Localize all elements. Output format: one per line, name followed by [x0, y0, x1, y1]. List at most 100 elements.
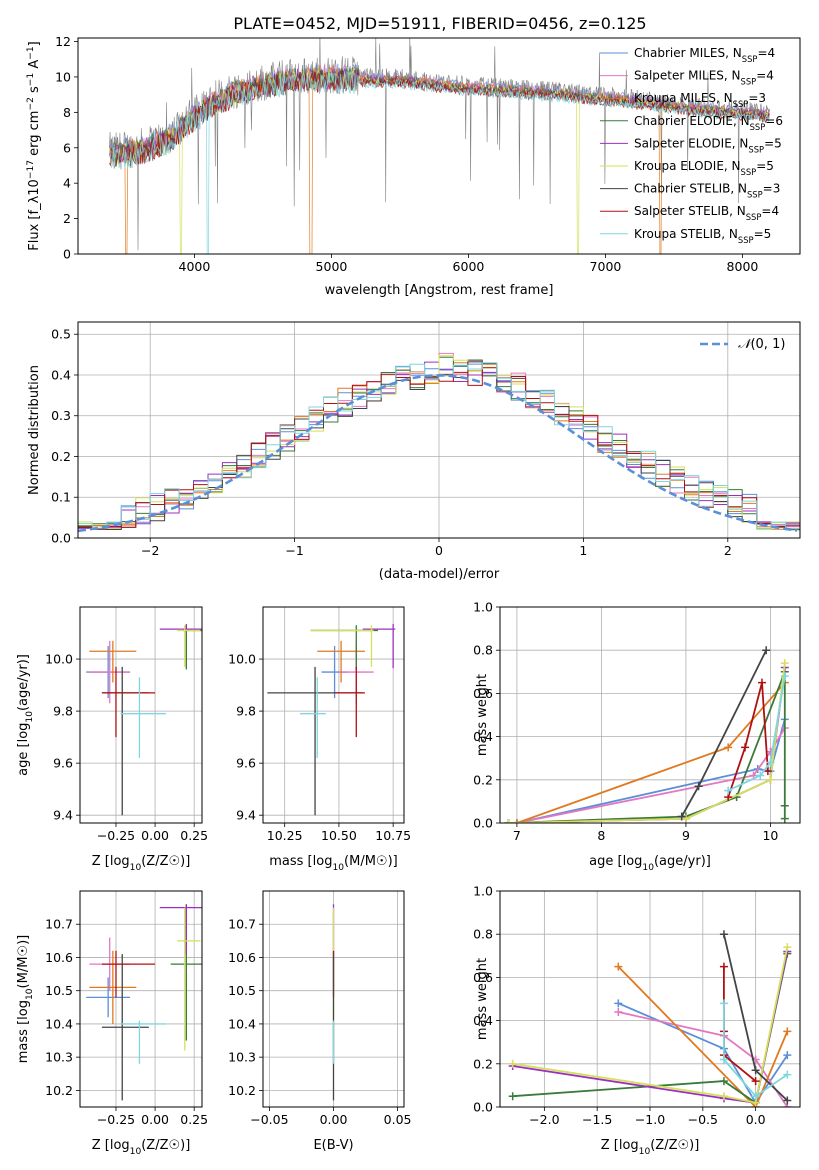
weight_vs_age-y-axis-label: mass weight — [475, 674, 490, 756]
x-tick-label: 6000 — [453, 259, 485, 274]
series-salpeter-miles-line — [516, 727, 786, 823]
y-tick-label: 10.4 — [45, 1016, 73, 1031]
marker-kroupa-stelib — [751, 1092, 760, 1101]
marker-chabrier-stelib — [783, 1096, 792, 1105]
y-tick-label: 0.5 — [51, 327, 71, 342]
y-tick-label: 10.6 — [228, 950, 256, 965]
y-tick-label: 10.7 — [228, 917, 256, 932]
y-tick-label: 0.2 — [473, 1056, 493, 1071]
x-tick-label: 7 — [513, 828, 521, 843]
y-tick-label: 1.0 — [473, 600, 493, 615]
x-tick-label: −0.25 — [97, 828, 135, 843]
marker-kroupa-elodie — [504, 819, 513, 823]
errorbar-salpeter-miles — [89, 640, 131, 704]
x-tick-label: −1.0 — [635, 1112, 665, 1127]
spectrum-legend: Chabrier MILES, NSSP=4 Salpeter MILES, NS… — [600, 46, 783, 245]
y-tick-label: 0.6 — [473, 970, 493, 985]
spectrum-frame — [77, 37, 801, 255]
y-tick-label: 0.2 — [51, 449, 71, 464]
legend-label-salpeter-elodie: Salpeter ELODIE, NSSP=5 — [634, 136, 782, 154]
spectrum-ticks: 4000 5000 6000 7000 8000 0 2 4 6 8 10 12 — [55, 34, 758, 274]
marker-kroupa-elodie — [681, 814, 690, 823]
model-chabrier-stelib-line — [109, 67, 770, 167]
y-tick-label: 1.0 — [473, 884, 493, 899]
y-tick-label: 9.6 — [53, 756, 73, 771]
marker-chabrier-elodie — [780, 814, 789, 823]
marker-kroupa-elodie — [780, 659, 789, 668]
hist-salpeter-stelib-line — [78, 367, 800, 530]
mass_vs_ebv-frame — [262, 890, 405, 1108]
marker-chabrier-elodie — [508, 1092, 517, 1101]
marker-kroupa-miles — [783, 1027, 792, 1036]
age_vs_Z-frame — [79, 606, 203, 824]
x-tick-label: 0.25 — [180, 1112, 208, 1127]
y-tick-label: 12 — [55, 34, 71, 49]
errorbar-chabrier-elodie — [310, 625, 378, 670]
y-tick-label: 9.8 — [53, 704, 73, 719]
residuals-legend: 𝒩(0, 1) — [700, 337, 785, 352]
normal-reference-line — [78, 374, 798, 533]
y-tick-label: 6 — [63, 140, 71, 155]
chart-residuals: −2 −1 0 1 2 0.0 0.1 0.2 0.3 0.4 0.5 (data-model)/er… — [27, 321, 801, 582]
figure-title: PLATE=0452, MJD=51911, FIBERID=0456, z=0… — [233, 14, 646, 33]
marker-kroupa-miles — [512, 819, 521, 823]
x-tick-label: 8 — [597, 828, 605, 843]
marker-salpeter-miles — [614, 1007, 623, 1016]
y-tick-label: 10.3 — [228, 1050, 256, 1065]
errorbar-chabrier-stelib — [101, 954, 149, 1101]
chart-mass_vs_ebv: −0.05 0.00 0.05 10.2 10.3 10.4 10.5 10.6 10.7 E(B… — [228, 890, 412, 1153]
errorbar-kroupa-elodie — [310, 625, 374, 667]
series-kroupa-stelib-line — [723, 1003, 788, 1098]
errorbar-salpeter-elodie — [362, 623, 396, 669]
y-tick-label: 10.2 — [228, 1083, 256, 1098]
weight_vs_Z-frame — [499, 890, 801, 1108]
errorbar-salpeter-stelib — [334, 666, 365, 738]
errorbar-salpeter-stelib — [101, 666, 156, 738]
mass_vs_Z-plot-area — [86, 904, 202, 1101]
x-tick-label: −2.0 — [529, 1112, 559, 1127]
weight_vs_Z-plot-area — [508, 930, 792, 1107]
x-tick-label: 2 — [724, 543, 732, 558]
y-tick-label: 10.3 — [45, 1050, 73, 1065]
marker-salpeter-stelib — [751, 1077, 760, 1086]
age_vs_mass-frame — [262, 606, 405, 824]
x-tick-label: 10 — [762, 828, 778, 843]
x-tick-label: 0.00 — [141, 828, 169, 843]
legend-label-kroupa-miles: Kroupa MILES, NSSP=3 — [634, 91, 766, 109]
series-kroupa-elodie-line — [508, 663, 786, 823]
x-tick-label: 0 — [435, 543, 443, 558]
x-tick-label: 8000 — [727, 259, 759, 274]
marker-kroupa-elodie — [783, 943, 792, 952]
y-tick-label: 4 — [63, 176, 71, 191]
x-tick-label: −0.05 — [250, 1112, 288, 1127]
age_vs_mass-ticks: 10.25 10.50 10.75 9.4 9.6 9.8 10.0 — [228, 607, 411, 843]
x-tick-label: −0.25 — [97, 1112, 135, 1127]
x-tick-label: 0.05 — [384, 1112, 412, 1127]
y-tick-label: 0.6 — [473, 686, 493, 701]
x-tick-label: 10.25 — [267, 828, 303, 843]
age_vs_Z-plot-area — [86, 623, 202, 816]
marker-kroupa-stelib — [756, 771, 765, 780]
marker-kroupa-miles — [724, 743, 733, 752]
errorbar-kroupa-miles — [89, 950, 137, 1024]
y-tick-label: 8 — [63, 105, 71, 120]
errorbar-kroupa-miles — [317, 640, 365, 683]
spectrum-x-axis-label: wavelength [Angstrom, rest frame] — [325, 283, 554, 298]
mass_vs_ebv-ticks: −0.05 0.00 0.05 10.2 10.3 10.4 10.5 10.6 10.7 — [228, 891, 412, 1127]
mass_vs_Z-x-axis-label: Z [log10(Z/Z☉)] — [92, 1138, 191, 1157]
weight_vs_age-x-axis-label: age [log10(age/yr)] — [589, 854, 711, 873]
y-tick-label: 10.6 — [45, 950, 73, 965]
errorbar-chabrier-stelib — [101, 666, 149, 816]
errorbar-chabrier-stelib — [267, 666, 363, 816]
y-tick-label: 9.8 — [236, 704, 256, 719]
y-tick-label: 0.3 — [51, 408, 71, 423]
chart-weight_vs_age: 7 8 9 10 0.0 0.2 0.4 0.6 0.8 1.0 age [log10(age/yr… — [473, 600, 801, 873]
legend-label-kroupa-stelib: Kroupa STELIB, NSSP=5 — [634, 227, 771, 245]
x-tick-label: 7000 — [590, 259, 622, 274]
y-tick-label: 0.8 — [473, 927, 493, 942]
marker-kroupa-stelib — [780, 672, 789, 681]
y-tick-label: 0.2 — [473, 772, 493, 787]
series-salpeter-stelib-line — [727, 682, 769, 798]
errorbar-chabrier-elodie — [183, 625, 202, 670]
y-tick-label: 0.0 — [51, 531, 71, 546]
